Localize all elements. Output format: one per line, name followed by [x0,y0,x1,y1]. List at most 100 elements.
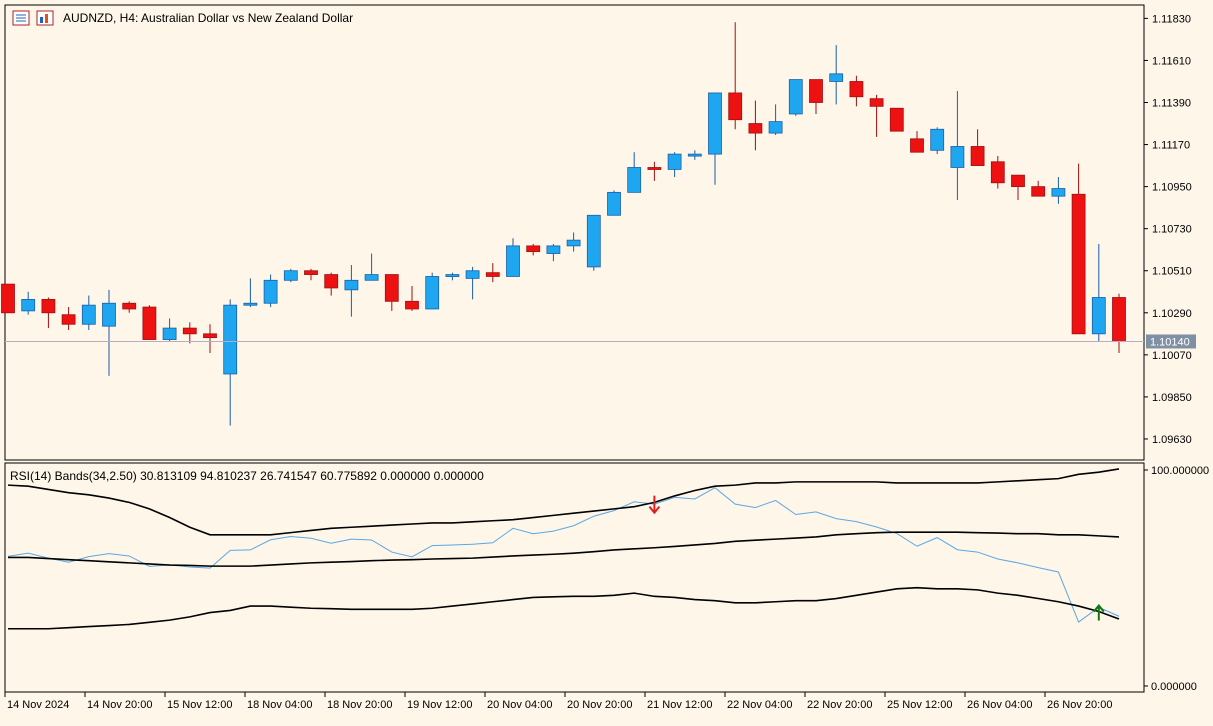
time-tick-label: 18 Nov 04:00 [247,699,312,711]
chart-properties-icon[interactable] [36,10,54,26]
candle [829,45,844,105]
candle [910,131,924,153]
candle-body [304,270,318,275]
time-tick-label: 21 Nov 12:00 [647,699,712,711]
candle [728,22,743,130]
candle-body [203,333,217,339]
candle-body [364,274,379,281]
candle [950,91,965,200]
candle-body [384,274,399,302]
candle-body [607,191,621,216]
candle-body [788,79,803,115]
candle [586,214,601,271]
price-tick-label: 1.09850 [1152,392,1192,404]
time-tick-label: 14 Nov 2024 [7,699,69,711]
rsi-tick-label: 0.000000 [1151,681,1197,693]
time-tick-label: 20 Nov 20:00 [567,699,632,711]
time-tick-label: 22 Nov 04:00 [727,699,792,711]
candle-body [990,161,1005,184]
price-tick-label: 1.10070 [1152,350,1192,362]
candle [647,161,662,181]
candle-body [1,283,15,314]
candle-body [465,270,480,279]
candle [61,307,76,330]
candle-body [506,245,520,277]
candle [445,272,460,281]
candle [344,265,359,317]
candle-body [425,276,440,310]
time-axis: 14 Nov 2024 14 Nov 20:00 15 Nov 12:00 18 No… [4,692,1112,711]
candle [566,232,581,252]
candle-body [627,167,642,193]
candle [667,152,682,178]
time-tick-label: 26 Nov 20:00 [1047,699,1112,711]
chart-window-icon[interactable] [12,10,30,26]
rsi-axis: 100.000000 0.000000 [1144,465,1209,693]
candle [102,289,116,376]
price-tick-label: 1.09630 [1152,434,1192,446]
candle-body [243,302,258,306]
price-tick-label: 1.11170 [1152,140,1190,152]
candle-body [526,245,541,253]
indicator-title: RSI(14) Bands(34,2.50) 30.813109 94.8102… [10,469,484,483]
candle-body [263,279,278,304]
candle-body [1031,186,1046,197]
candle-body [889,107,904,132]
candle-body [142,306,157,340]
candle [263,274,278,308]
candle [243,278,258,308]
time-tick-label: 20 Nov 04:00 [487,699,552,711]
candle-body [1071,193,1086,335]
candle-body [1091,297,1106,335]
candle [142,305,157,340]
candle [21,291,36,315]
price-tick-label: 1.10950 [1152,182,1192,194]
candle-body [485,272,500,277]
candle [788,79,803,116]
candle-body [708,92,722,155]
candle-body [1011,174,1025,188]
candle [364,253,379,281]
time-tick-label: 14 Nov 20:00 [87,699,152,711]
sell-arrow-icon [648,495,661,515]
candle [425,272,440,310]
candle-body [910,138,924,153]
candle [1,283,15,314]
candle-body [61,314,76,325]
candle-body [647,167,662,170]
candle [627,152,642,193]
price-tick-label: 1.10730 [1152,224,1192,236]
candle [41,297,56,329]
candle [809,79,823,114]
price-tick-label: 1.11830 [1152,13,1191,25]
candle-body [667,153,682,170]
time-tick-label: 22 Nov 20:00 [807,699,872,711]
candle-body [21,299,36,312]
chart-title: AUDNZD, H4: Australian Dollar vs New Zea… [63,11,353,25]
candle-body [1051,188,1066,197]
rsi-line [7,487,1120,623]
candle [304,268,318,281]
candle-body [81,304,96,325]
indicator-window-frame [4,462,1145,693]
candle-body [546,245,561,254]
price-tick-label: 1.11610 [1152,55,1191,67]
candle-body [445,274,460,277]
candle [283,268,298,283]
main-chart-frame [4,4,1145,461]
candle-body [768,121,783,134]
candle [748,100,763,151]
candle [384,274,399,311]
candle-body [950,146,965,168]
rsi-indicator-series [7,468,1120,630]
candle-body [586,214,601,268]
candle [1031,180,1046,197]
candle [324,272,339,296]
candle [122,301,137,313]
candle-body [162,327,177,340]
bollinger-band-line [7,468,1120,536]
candle-body [748,123,763,134]
